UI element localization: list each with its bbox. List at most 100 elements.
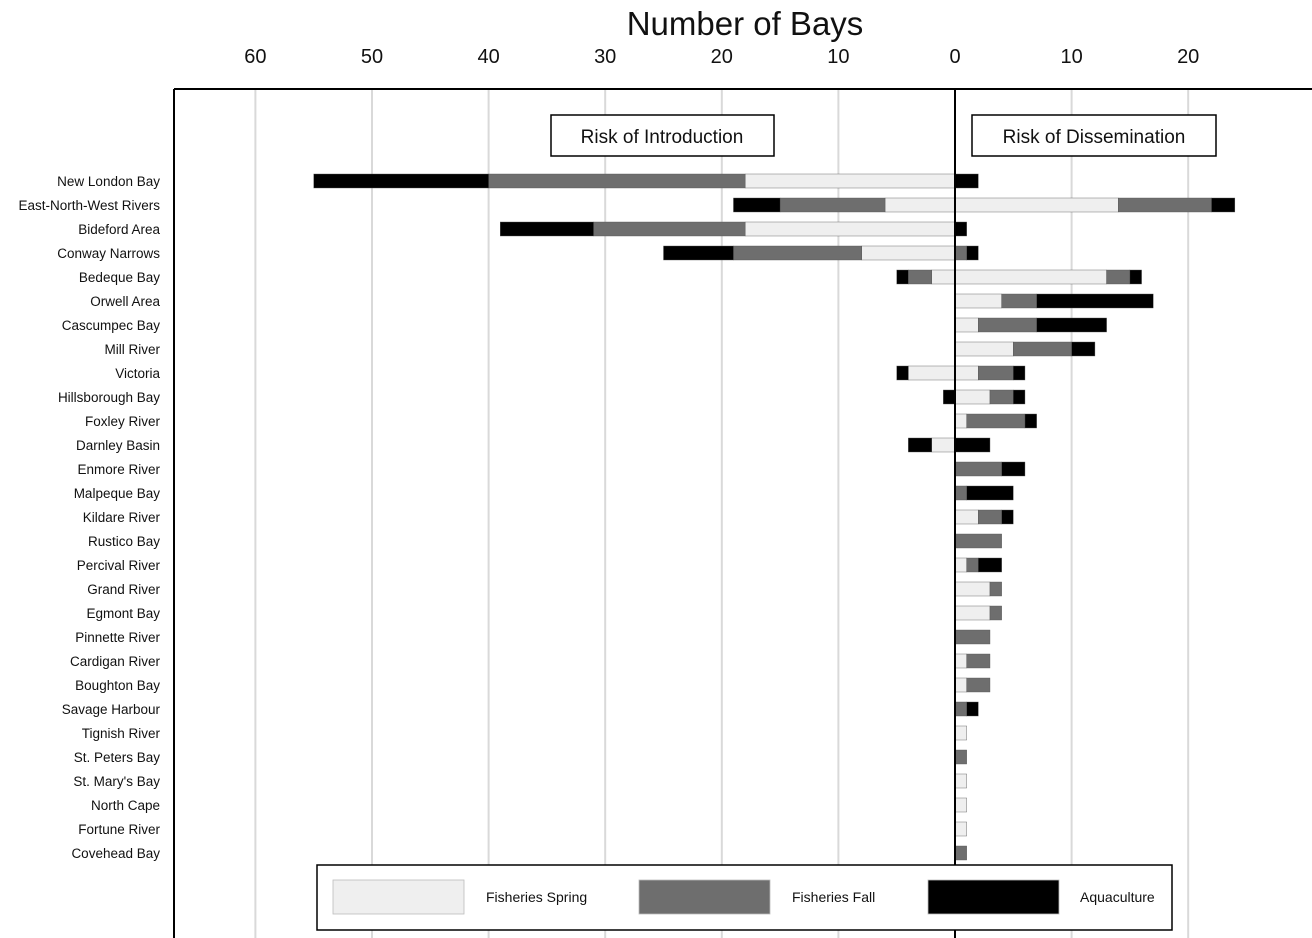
x-axis-ticks: 60 50 40 30 20 10 0 10 20	[244, 46, 1199, 68]
bar-dissemination	[954, 365, 979, 381]
bar-dissemination	[1013, 341, 1072, 357]
bar-introduction	[943, 389, 956, 405]
bar-introduction	[884, 197, 956, 213]
x-tick-label: 20	[1177, 46, 1199, 68]
category-label: Mill River	[105, 342, 161, 357]
category-label: Percival River	[77, 558, 161, 573]
bar-dissemination	[978, 509, 1002, 525]
bar-dissemination	[954, 221, 967, 237]
bar-dissemination	[954, 197, 1119, 213]
bar-dissemination	[978, 557, 1002, 573]
bar-introduction	[908, 269, 932, 285]
category-label: Grand River	[87, 582, 160, 597]
bar-dissemination	[954, 509, 979, 525]
category-label: Fortune River	[78, 822, 160, 837]
category-label: Foxley River	[85, 414, 161, 429]
category-label: Bedeque Bay	[79, 270, 160, 285]
bar-dissemination	[1036, 317, 1107, 333]
x-tick-label: 30	[594, 46, 616, 68]
bar-dissemination	[954, 821, 967, 837]
bar-dissemination	[966, 485, 1014, 501]
bar-dissemination	[1211, 197, 1236, 213]
category-label: Conway Narrows	[57, 246, 160, 261]
bar-dissemination	[954, 677, 967, 693]
bar-dissemination	[966, 653, 991, 669]
left-panel-label-box: Risk of Introduction	[550, 114, 775, 157]
bar-dissemination	[954, 461, 1002, 477]
bar-dissemination	[954, 701, 967, 717]
category-label: Egmont Bay	[86, 606, 160, 621]
category-label: North Cape	[91, 798, 160, 813]
bar-dissemination	[989, 581, 1002, 597]
left-panel-label: Risk of Introduction	[581, 127, 744, 148]
category-labels: New London Bay East-North-West Rivers Bide…	[18, 174, 160, 861]
bar-dissemination	[954, 725, 967, 741]
bar-introduction	[779, 197, 886, 213]
bar-dissemination	[954, 485, 967, 501]
bar-introduction	[908, 437, 932, 453]
bar-introduction	[733, 245, 862, 261]
bar-dissemination	[1013, 365, 1026, 381]
bar-dissemination	[954, 773, 967, 789]
x-tick-label: 10	[827, 46, 849, 68]
legend: Fisheries Spring Fisheries Fall Aquacultur…	[316, 864, 1173, 931]
category-label: Bideford Area	[78, 222, 160, 237]
bar-dissemination	[954, 437, 991, 453]
bar-dissemination	[1013, 389, 1026, 405]
category-label: St. Mary's Bay	[73, 774, 160, 789]
category-label: Hillsborough Bay	[58, 390, 160, 405]
bar-introduction	[896, 365, 909, 381]
legend-label: Fisheries Spring	[486, 889, 587, 905]
category-label: Covehead Bay	[71, 846, 160, 861]
category-label: Cascumpec Bay	[62, 318, 161, 333]
bar-introduction	[931, 269, 956, 285]
bar-dissemination	[966, 701, 979, 717]
bar-dissemination	[954, 797, 967, 813]
bar-dissemination	[989, 605, 1002, 621]
category-label: Savage Harbour	[62, 702, 161, 717]
bar-dissemination	[1001, 293, 1037, 309]
bar-introduction	[908, 365, 956, 381]
x-tick-label: 0	[949, 46, 960, 68]
bar-dissemination	[1118, 197, 1212, 213]
bar-dissemination	[966, 677, 991, 693]
bar-dissemination	[1036, 293, 1154, 309]
bar-dissemination	[954, 317, 979, 333]
bar-dissemination	[954, 653, 967, 669]
grid-lines	[254, 89, 1190, 938]
legend-label: Fisheries Fall	[792, 889, 875, 905]
bar-dissemination	[954, 557, 967, 573]
bar-introduction	[931, 437, 956, 453]
bar-dissemination	[1106, 269, 1131, 285]
bar-introduction	[663, 245, 734, 261]
bar-dissemination	[1071, 341, 1096, 357]
category-label: New London Bay	[57, 174, 160, 189]
bars	[313, 173, 1236, 861]
bar-dissemination	[954, 389, 991, 405]
x-tick-label: 20	[711, 46, 733, 68]
bar-dissemination	[954, 605, 991, 621]
bar-dissemination	[954, 533, 1002, 549]
category-label: Darnley Basin	[76, 438, 160, 453]
category-label: East-North-West Rivers	[18, 198, 160, 213]
bar-introduction	[593, 221, 746, 237]
category-label: Orwell Area	[90, 294, 160, 309]
bar-dissemination	[954, 413, 967, 429]
category-label: Malpeque Bay	[74, 486, 161, 501]
bar-dissemination	[1001, 509, 1014, 525]
bar-dissemination	[954, 245, 967, 261]
bar-dissemination	[1129, 269, 1142, 285]
x-tick-label: 10	[1060, 46, 1082, 68]
bar-introduction	[744, 221, 956, 237]
bar-dissemination	[954, 629, 991, 645]
bar-dissemination	[954, 173, 979, 189]
bar-dissemination	[966, 413, 1026, 429]
legend-swatch	[927, 879, 1060, 915]
bar-dissemination	[966, 245, 979, 261]
category-label: Tignish River	[82, 726, 161, 741]
bar-dissemination	[954, 581, 991, 597]
bar-dissemination	[954, 269, 1107, 285]
category-label: Enmore River	[77, 462, 160, 477]
bar-introduction	[313, 173, 489, 189]
